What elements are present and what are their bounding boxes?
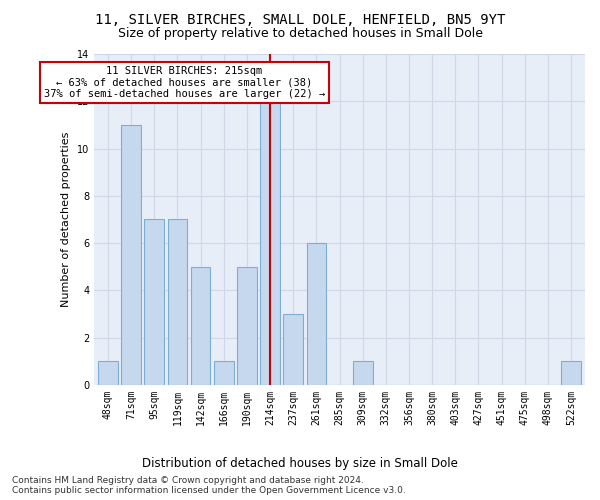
Text: 11 SILVER BIRCHES: 215sqm
← 63% of detached houses are smaller (38)
37% of semi-: 11 SILVER BIRCHES: 215sqm ← 63% of detac… (44, 66, 325, 99)
Text: Contains public sector information licensed under the Open Government Licence v3: Contains public sector information licen… (12, 486, 406, 495)
Bar (191, 266, 211, 385)
Bar (145, 220, 164, 385)
Bar (98, 362, 118, 385)
Bar (260, 102, 280, 385)
Bar (307, 243, 326, 385)
Bar (283, 314, 303, 385)
Bar (353, 362, 373, 385)
Bar (237, 266, 257, 385)
Text: Size of property relative to detached houses in Small Dole: Size of property relative to detached ho… (118, 28, 482, 40)
Bar (121, 125, 141, 385)
Text: Contains HM Land Registry data © Crown copyright and database right 2024.: Contains HM Land Registry data © Crown c… (12, 476, 364, 485)
Text: Distribution of detached houses by size in Small Dole: Distribution of detached houses by size … (142, 458, 458, 470)
Bar (214, 362, 233, 385)
Bar (167, 220, 187, 385)
Text: 11, SILVER BIRCHES, SMALL DOLE, HENFIELD, BN5 9YT: 11, SILVER BIRCHES, SMALL DOLE, HENFIELD… (95, 12, 505, 26)
Y-axis label: Number of detached properties: Number of detached properties (61, 132, 71, 307)
Bar (561, 362, 581, 385)
